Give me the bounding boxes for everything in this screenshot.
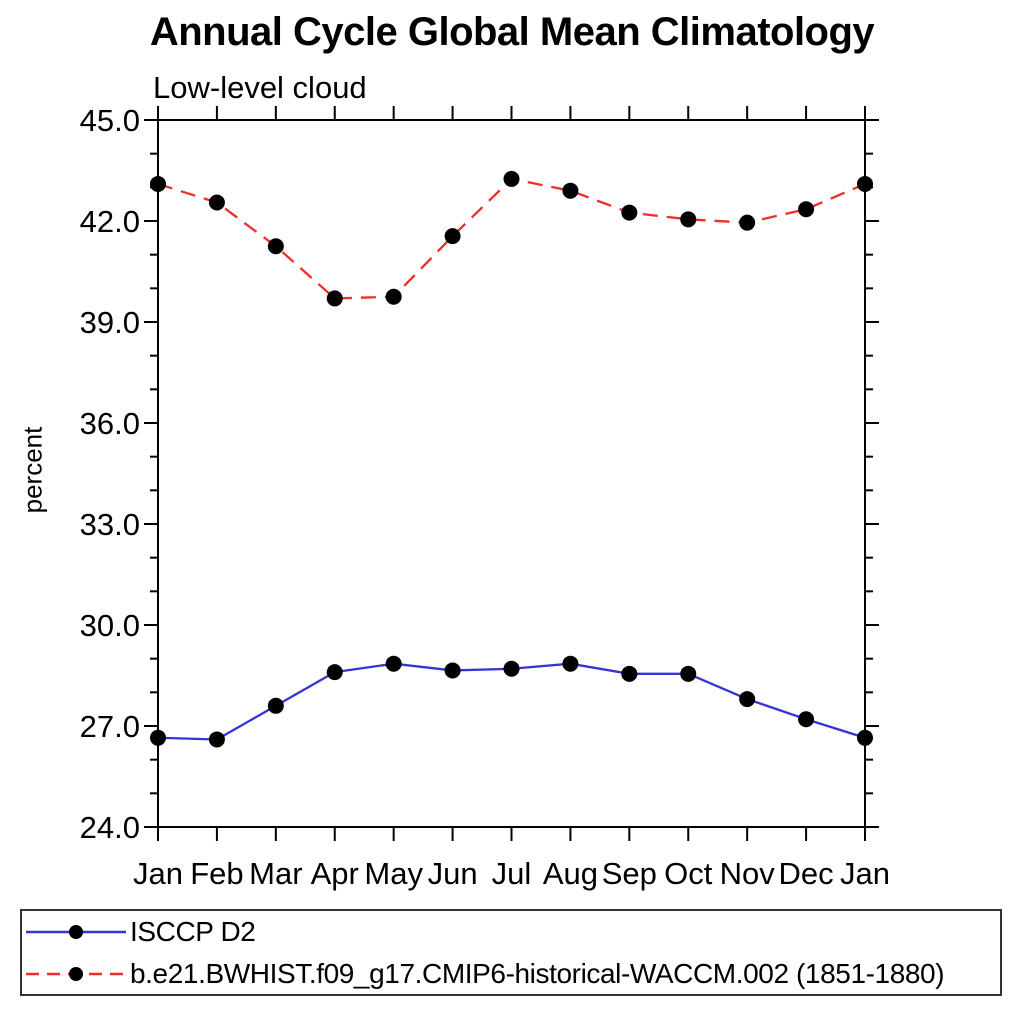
data-point-1-Jan	[857, 175, 873, 192]
x-tick-label: Apr	[311, 856, 359, 891]
data-point-0-Aug	[562, 655, 579, 672]
x-tick-label: Dec	[779, 856, 834, 891]
data-point-0-Mar	[267, 697, 284, 714]
data-point-0-Dec	[798, 711, 815, 728]
data-point-1-Nov	[739, 214, 756, 231]
legend-sample-isccp-line-icon	[26, 924, 126, 939]
x-tick-label: Mar	[249, 856, 302, 891]
legend-sample-model-line-icon	[26, 966, 126, 981]
data-point-1-Feb	[208, 194, 225, 211]
data-point-0-Jan	[150, 729, 166, 746]
data-point-1-Jul	[503, 170, 520, 187]
data-point-1-Dec	[798, 201, 815, 218]
chart-title: Annual Cycle Global Mean Climatology	[149, 10, 875, 54]
data-point-0-Oct	[680, 665, 697, 682]
y-tick-label: 30.0	[80, 608, 140, 643]
data-point-1-May	[385, 288, 402, 305]
legend-label-model: b.e21.BWHIST.f09_g17.CMIP6-historical-WA…	[130, 957, 945, 989]
x-tick-label: Sep	[602, 856, 657, 891]
data-point-0-Jun	[444, 662, 461, 679]
x-tick-label: May	[364, 856, 423, 891]
x-tick-label: Jan	[133, 856, 183, 891]
data-point-1-Jun	[444, 228, 461, 245]
data-point-1-Jan	[150, 175, 166, 192]
y-tick-label: 36.0	[80, 406, 140, 441]
chart-subtitle: Low-level cloud	[153, 70, 367, 105]
legend-box: ISCCP D2 b.e21.BWHIST.f09_g17.CMIP6-hist…	[20, 909, 1002, 996]
x-tick-label: Aug	[543, 856, 598, 891]
y-tick-label: 33.0	[80, 507, 140, 542]
x-tick-label: Feb	[190, 856, 243, 891]
data-point-0-Apr	[326, 664, 343, 681]
data-point-1-Oct	[680, 211, 697, 228]
x-tick-label: Jan	[840, 856, 890, 891]
series-line-1	[157, 177, 866, 300]
data-point-1-Sep	[621, 204, 638, 221]
data-point-0-Sep	[621, 665, 638, 682]
data-point-0-Jan	[857, 729, 873, 746]
x-tick-label: Jun	[428, 856, 478, 891]
y-tick-label: 24.0	[80, 810, 140, 845]
x-tick-label: Jul	[492, 856, 532, 891]
data-point-0-Feb	[208, 731, 225, 748]
legend-row-model: b.e21.BWHIST.f09_g17.CMIP6-historical-WA…	[22, 956, 1000, 992]
data-point-0-Jul	[503, 660, 520, 677]
x-tick-label: Nov	[720, 856, 776, 891]
y-tick-label: 45.0	[80, 103, 140, 138]
data-point-1-Mar	[267, 238, 284, 255]
legend-label-isccp: ISCCP D2	[130, 915, 256, 947]
legend-row-isccp: ISCCP D2	[22, 914, 1000, 950]
y-tick-label: 39.0	[80, 305, 140, 340]
data-point-1-Apr	[326, 290, 343, 307]
plot-frame	[157, 119, 866, 828]
y-tick-label: 42.0	[80, 204, 140, 239]
data-point-1-Aug	[562, 182, 579, 199]
data-point-0-May	[385, 655, 402, 672]
data-point-0-Nov	[739, 691, 756, 708]
x-tick-label: Oct	[664, 856, 713, 891]
y-tick-label: 27.0	[80, 709, 140, 744]
